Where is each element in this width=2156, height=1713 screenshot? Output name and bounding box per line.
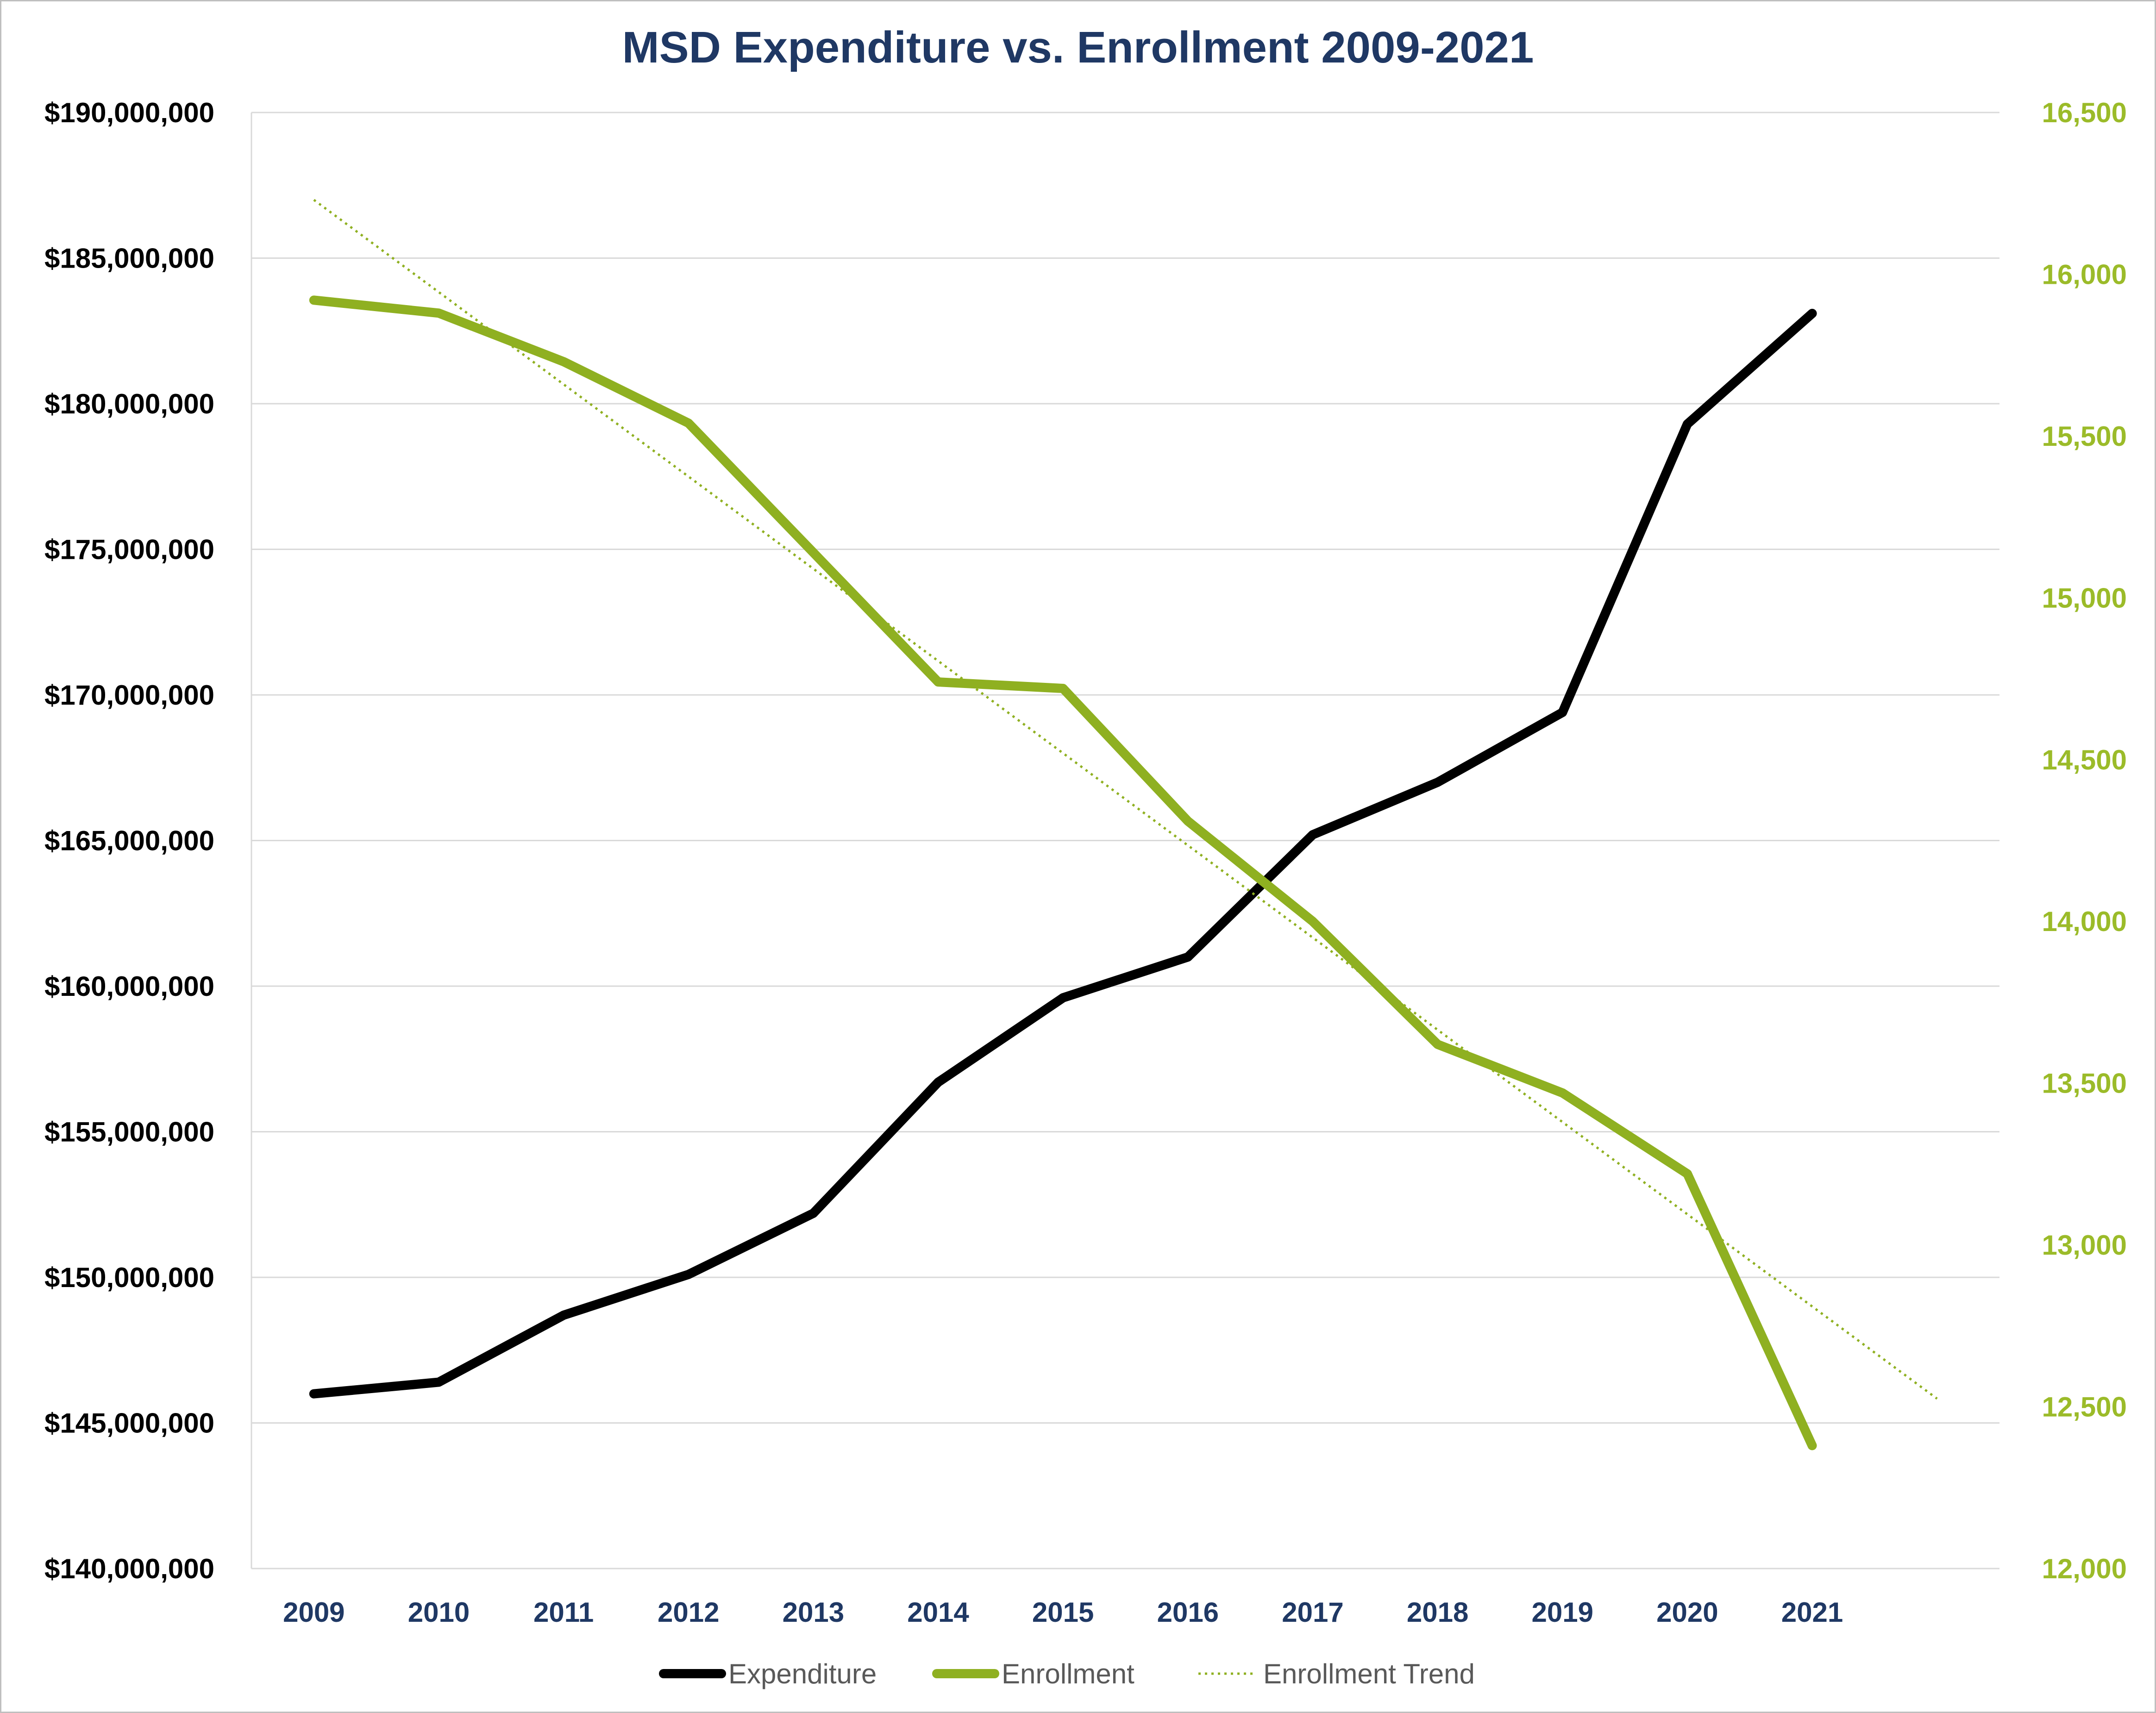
series-expenditure-point bbox=[312, 1392, 316, 1396]
series-enrollment-point bbox=[312, 298, 316, 302]
series-expenditure-point bbox=[437, 1380, 441, 1384]
series-enrollment-trend-line bbox=[313, 199, 1938, 1400]
x-tick-label: 2016 bbox=[1157, 1597, 1219, 1628]
x-tick-label: 2012 bbox=[658, 1597, 719, 1628]
legend-label: Expenditure bbox=[728, 1658, 877, 1689]
legend-label: Enrollment Trend bbox=[1263, 1658, 1475, 1689]
series-lines bbox=[309, 199, 1938, 1450]
right-y-tick-label: 12,500 bbox=[2042, 1392, 2127, 1423]
series-enrollment-point bbox=[1561, 1091, 1565, 1095]
series-enrollment-point bbox=[811, 550, 815, 555]
series-expenditure-point bbox=[811, 1211, 815, 1215]
left-y-tick-label: $145,000,000 bbox=[44, 1408, 214, 1439]
series-expenditure-point bbox=[1061, 996, 1065, 1000]
series-enrollment-point bbox=[936, 680, 940, 684]
x-tick-label: 2015 bbox=[1032, 1597, 1094, 1628]
left-y-tick-label: $165,000,000 bbox=[44, 825, 214, 856]
x-tick-label: 2010 bbox=[408, 1597, 470, 1628]
right-y-tick-label: 14,000 bbox=[2042, 906, 2127, 937]
right-y-tick-label: 13,500 bbox=[2042, 1068, 2127, 1099]
series-expenditure-point bbox=[1310, 832, 1315, 837]
left-y-tick-label: $170,000,000 bbox=[44, 680, 214, 711]
left-y-tick-label: $150,000,000 bbox=[44, 1262, 214, 1293]
x-tick-label: 2021 bbox=[1781, 1597, 1843, 1628]
series-enrollment-line bbox=[309, 295, 1817, 1450]
x-tick-label: 2013 bbox=[783, 1597, 844, 1628]
series-enrollment-point bbox=[1186, 819, 1190, 823]
left-y-tick-label: $155,000,000 bbox=[44, 1117, 214, 1148]
x-axis: 2009 2010 2011 2012 2013 2014 2015 2016 2017 2018… bbox=[283, 1597, 1843, 1628]
right-y-axis: 12,000 12,500 13,000 13,500 14,000 14,500 15,0… bbox=[2042, 97, 2127, 1584]
series-enrollment-point bbox=[562, 360, 566, 364]
gridlines bbox=[251, 112, 1999, 1569]
x-tick-label: 2009 bbox=[283, 1597, 345, 1628]
chart-title: MSD Expenditure vs. Enrollment 2009-2021 bbox=[622, 23, 1534, 72]
series-enrollment-point bbox=[437, 311, 441, 315]
series-expenditure-point bbox=[1810, 312, 1814, 316]
x-tick-label: 2014 bbox=[907, 1597, 969, 1628]
x-tick-label: 2017 bbox=[1282, 1597, 1343, 1628]
series-expenditure-point bbox=[1186, 955, 1190, 959]
series-expenditure-point bbox=[686, 1272, 690, 1276]
right-y-tick-label: 16,000 bbox=[2042, 259, 2127, 290]
series-enrollment-point bbox=[1310, 919, 1315, 924]
x-tick-label: 2020 bbox=[1656, 1597, 1718, 1628]
left-y-tick-label: $190,000,000 bbox=[44, 97, 214, 128]
right-y-tick-label: 15,000 bbox=[2042, 582, 2127, 613]
series-expenditure-point bbox=[1561, 710, 1565, 714]
x-tick-label: 2011 bbox=[533, 1597, 594, 1628]
series-expenditure-point bbox=[1435, 780, 1440, 784]
left-y-axis: $140,000,000 $145,000,000 $150,000,000 $155… bbox=[44, 97, 214, 1584]
series-enrollment-point bbox=[686, 421, 690, 425]
legend: Expenditure Enrollment Enrollment Trend bbox=[659, 1658, 1475, 1689]
series-enrollment-point bbox=[1810, 1444, 1814, 1448]
series-expenditure-point bbox=[562, 1313, 566, 1317]
right-y-tick-label: 14,500 bbox=[2042, 744, 2127, 775]
series-enrollment-point bbox=[1685, 1172, 1689, 1176]
right-y-tick-label: 15,500 bbox=[2042, 421, 2127, 452]
left-y-tick-label: $175,000,000 bbox=[44, 534, 214, 565]
series-enrollment-point bbox=[1061, 687, 1065, 691]
right-y-tick-label: 12,000 bbox=[2042, 1553, 2127, 1584]
left-y-tick-label: $140,000,000 bbox=[44, 1553, 214, 1584]
right-y-tick-label: 13,000 bbox=[2042, 1230, 2127, 1261]
left-y-tick-label: $180,000,000 bbox=[44, 388, 214, 419]
series-expenditure-point bbox=[936, 1080, 940, 1084]
x-tick-label: 2019 bbox=[1532, 1597, 1593, 1628]
left-y-tick-label: $160,000,000 bbox=[44, 971, 214, 1002]
legend-label: Enrollment bbox=[1002, 1658, 1134, 1689]
series-enrollment-point bbox=[1435, 1042, 1440, 1046]
right-y-tick-label: 16,500 bbox=[2042, 97, 2127, 128]
left-y-tick-label: $185,000,000 bbox=[44, 243, 214, 274]
x-tick-label: 2018 bbox=[1407, 1597, 1468, 1628]
series-expenditure-point bbox=[1685, 422, 1689, 426]
series-expenditure-line bbox=[309, 309, 1817, 1399]
